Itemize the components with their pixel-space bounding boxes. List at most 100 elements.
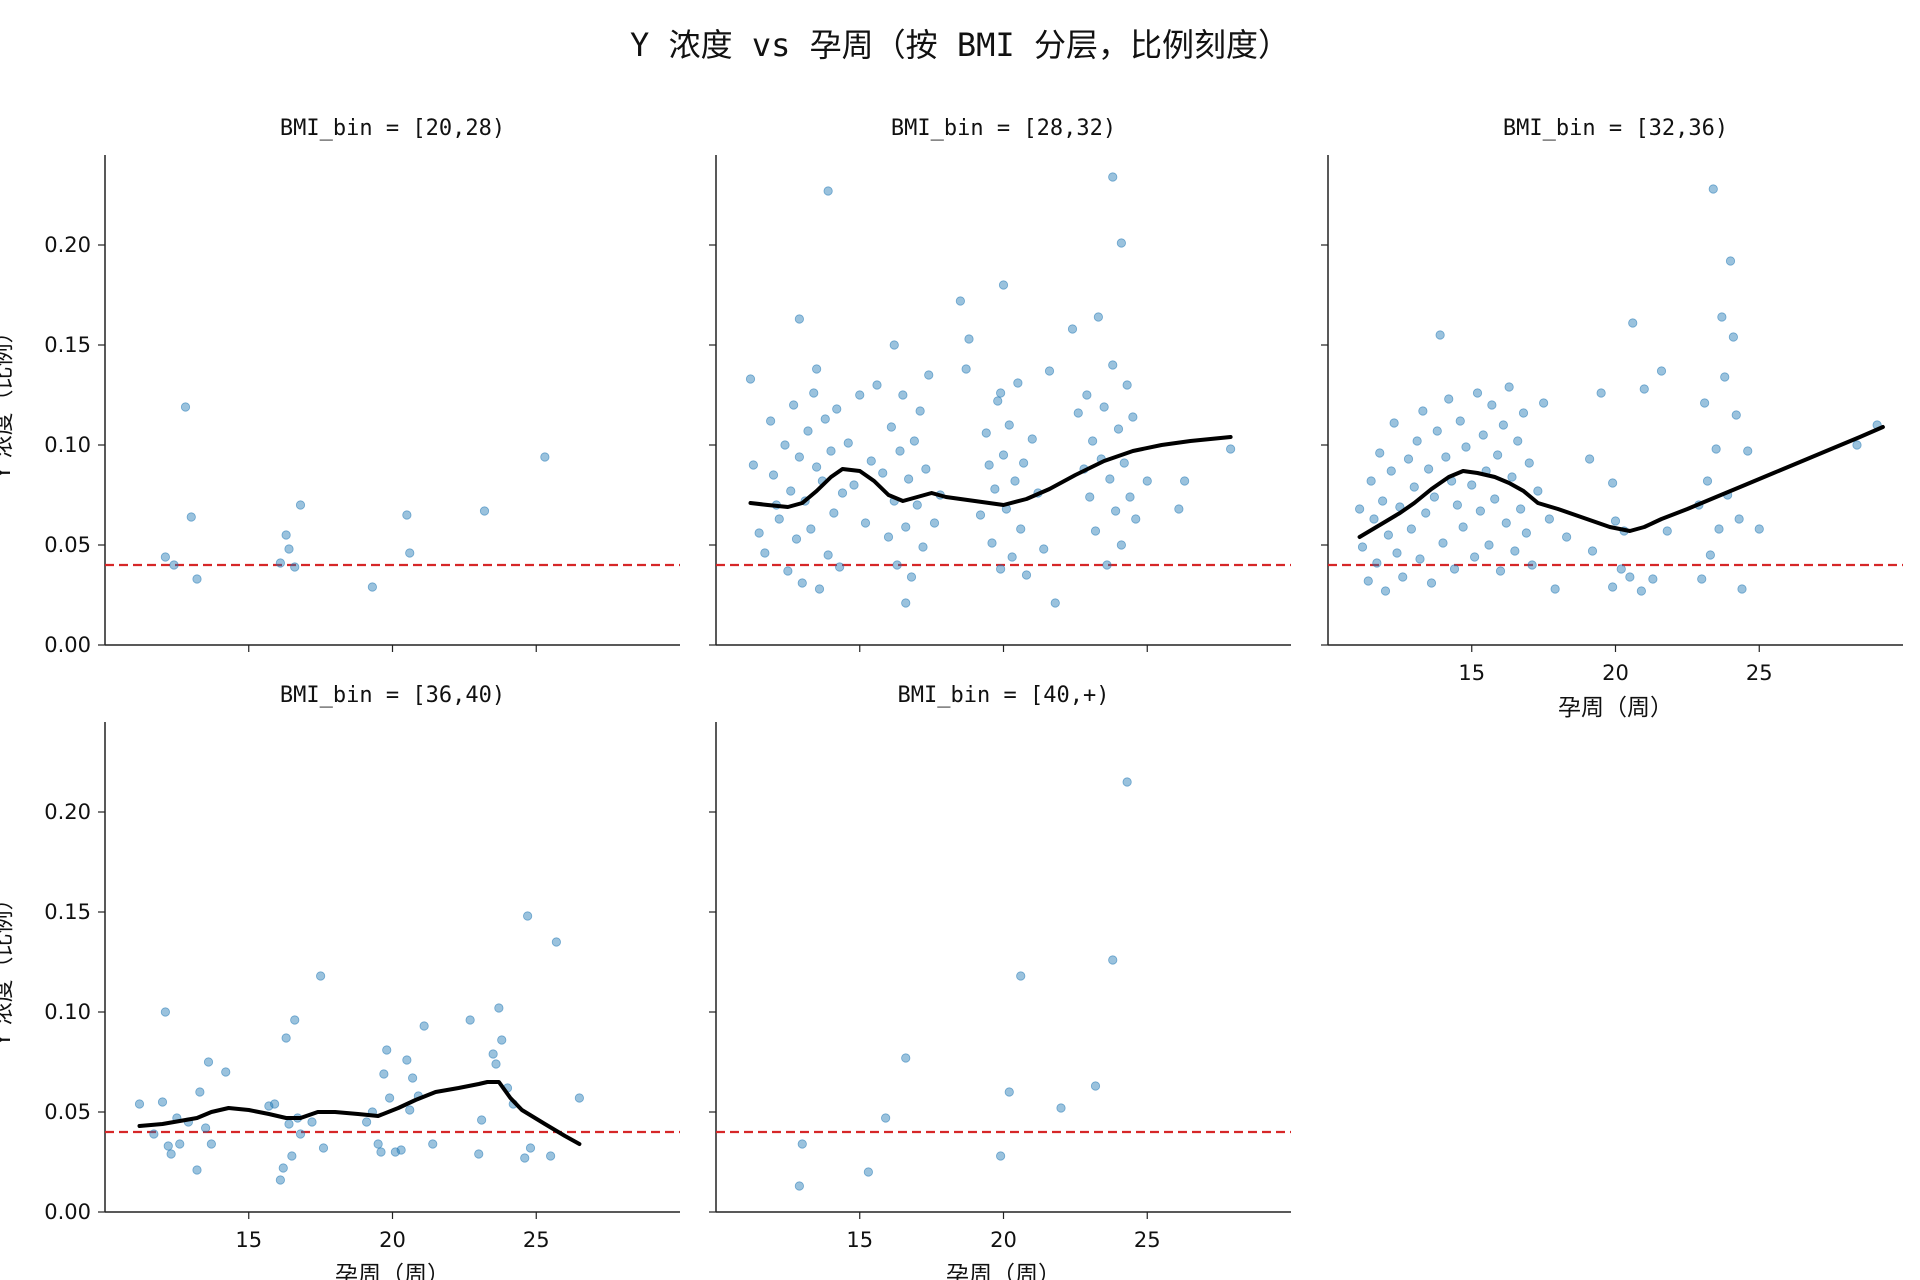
data-point bbox=[754, 528, 764, 538]
data-point bbox=[860, 518, 871, 528]
data-point bbox=[748, 460, 758, 470]
data-point bbox=[1711, 444, 1721, 454]
data-point bbox=[1131, 514, 1141, 524]
y-tick-label: 0.20 bbox=[44, 800, 91, 824]
x-tick-label: 20 bbox=[990, 1228, 1017, 1252]
data-point bbox=[477, 1115, 487, 1125]
data-point bbox=[1039, 544, 1049, 554]
data-point bbox=[1429, 492, 1439, 502]
data-point bbox=[892, 560, 902, 570]
y-tick-label: 0.15 bbox=[44, 333, 91, 357]
data-point bbox=[990, 484, 1000, 494]
data-point bbox=[264, 1101, 274, 1111]
data-point bbox=[1082, 390, 1092, 400]
data-point bbox=[929, 518, 940, 528]
data-point bbox=[1708, 184, 1718, 194]
data-point bbox=[281, 530, 291, 540]
data-point bbox=[1441, 452, 1451, 462]
data-point bbox=[1743, 446, 1753, 456]
data-point bbox=[964, 334, 974, 344]
data-point bbox=[175, 1139, 185, 1149]
data-point bbox=[290, 1015, 300, 1025]
data-point bbox=[1412, 436, 1422, 446]
data-point bbox=[149, 1129, 159, 1139]
data-point bbox=[1625, 572, 1635, 582]
data-point bbox=[192, 574, 202, 584]
data-point bbox=[1478, 430, 1488, 440]
data-point bbox=[1734, 514, 1744, 524]
data-point bbox=[806, 524, 816, 534]
data-point bbox=[832, 404, 842, 414]
data-point bbox=[1475, 506, 1485, 516]
data-point bbox=[794, 314, 804, 324]
x-tick-label: 25 bbox=[523, 1228, 550, 1252]
data-point bbox=[316, 971, 326, 981]
data-point bbox=[1504, 382, 1514, 392]
data-point bbox=[1596, 388, 1606, 398]
data-point bbox=[1122, 380, 1132, 390]
y-tick-label: 0.05 bbox=[44, 533, 91, 557]
data-point bbox=[1004, 1087, 1014, 1097]
data-point bbox=[1383, 530, 1393, 540]
data-point bbox=[1363, 576, 1373, 586]
data-point bbox=[186, 512, 196, 522]
data-point bbox=[1507, 472, 1517, 482]
data-point bbox=[1409, 482, 1419, 492]
data-point bbox=[1518, 408, 1529, 418]
data-point bbox=[1562, 532, 1572, 542]
data-point bbox=[1357, 542, 1368, 552]
x-tick-label: 15 bbox=[846, 1228, 873, 1252]
data-point bbox=[428, 1139, 438, 1149]
data-point bbox=[881, 1113, 891, 1123]
data-point bbox=[1527, 560, 1537, 570]
data-point bbox=[993, 396, 1003, 406]
data-point bbox=[287, 1151, 297, 1161]
data-point bbox=[385, 1093, 395, 1103]
data-point bbox=[878, 468, 888, 478]
data-point bbox=[1754, 524, 1764, 534]
data-point bbox=[797, 578, 807, 588]
data-point bbox=[551, 937, 561, 947]
data-point bbox=[797, 1139, 807, 1149]
data-point bbox=[382, 1045, 392, 1055]
data-point bbox=[160, 552, 170, 562]
x-tick-label: 15 bbox=[235, 1228, 262, 1252]
data-point bbox=[889, 340, 899, 350]
data-point bbox=[1108, 172, 1118, 182]
figure-title: Y 浓度 vs 孕周（按 BMI 分层，比例刻度） bbox=[630, 26, 1290, 64]
data-point bbox=[362, 1117, 372, 1127]
data-point bbox=[774, 514, 784, 524]
data-point bbox=[1392, 548, 1402, 558]
data-point bbox=[998, 280, 1009, 290]
facet-panel: BMI_bin = [40,+) 15 20 25 孕周（周） bbox=[709, 683, 1291, 1280]
data-point bbox=[1610, 516, 1621, 526]
data-point bbox=[883, 532, 894, 542]
data-point bbox=[1105, 474, 1115, 484]
data-point bbox=[1007, 552, 1017, 562]
data-point bbox=[1085, 492, 1095, 502]
data-point bbox=[134, 1099, 145, 1109]
data-point bbox=[987, 538, 997, 548]
data-point bbox=[160, 1007, 170, 1017]
x-tick-label: 20 bbox=[1602, 661, 1629, 685]
data-point bbox=[1636, 586, 1646, 596]
data-point bbox=[1424, 464, 1434, 474]
data-point bbox=[1444, 394, 1454, 404]
data-point bbox=[1102, 560, 1112, 570]
data-point bbox=[1493, 450, 1503, 460]
data-point bbox=[1111, 506, 1121, 516]
data-point bbox=[166, 1149, 176, 1159]
data-point bbox=[1021, 570, 1032, 580]
data-point bbox=[1108, 955, 1118, 965]
data-point bbox=[1720, 372, 1730, 382]
data-point bbox=[1004, 420, 1014, 430]
data-point bbox=[284, 1119, 294, 1129]
data-point bbox=[1355, 504, 1365, 514]
data-point bbox=[803, 426, 813, 436]
data-point bbox=[1550, 584, 1560, 594]
data-point bbox=[203, 1057, 214, 1067]
data-point bbox=[849, 480, 859, 490]
data-point bbox=[1432, 426, 1442, 436]
